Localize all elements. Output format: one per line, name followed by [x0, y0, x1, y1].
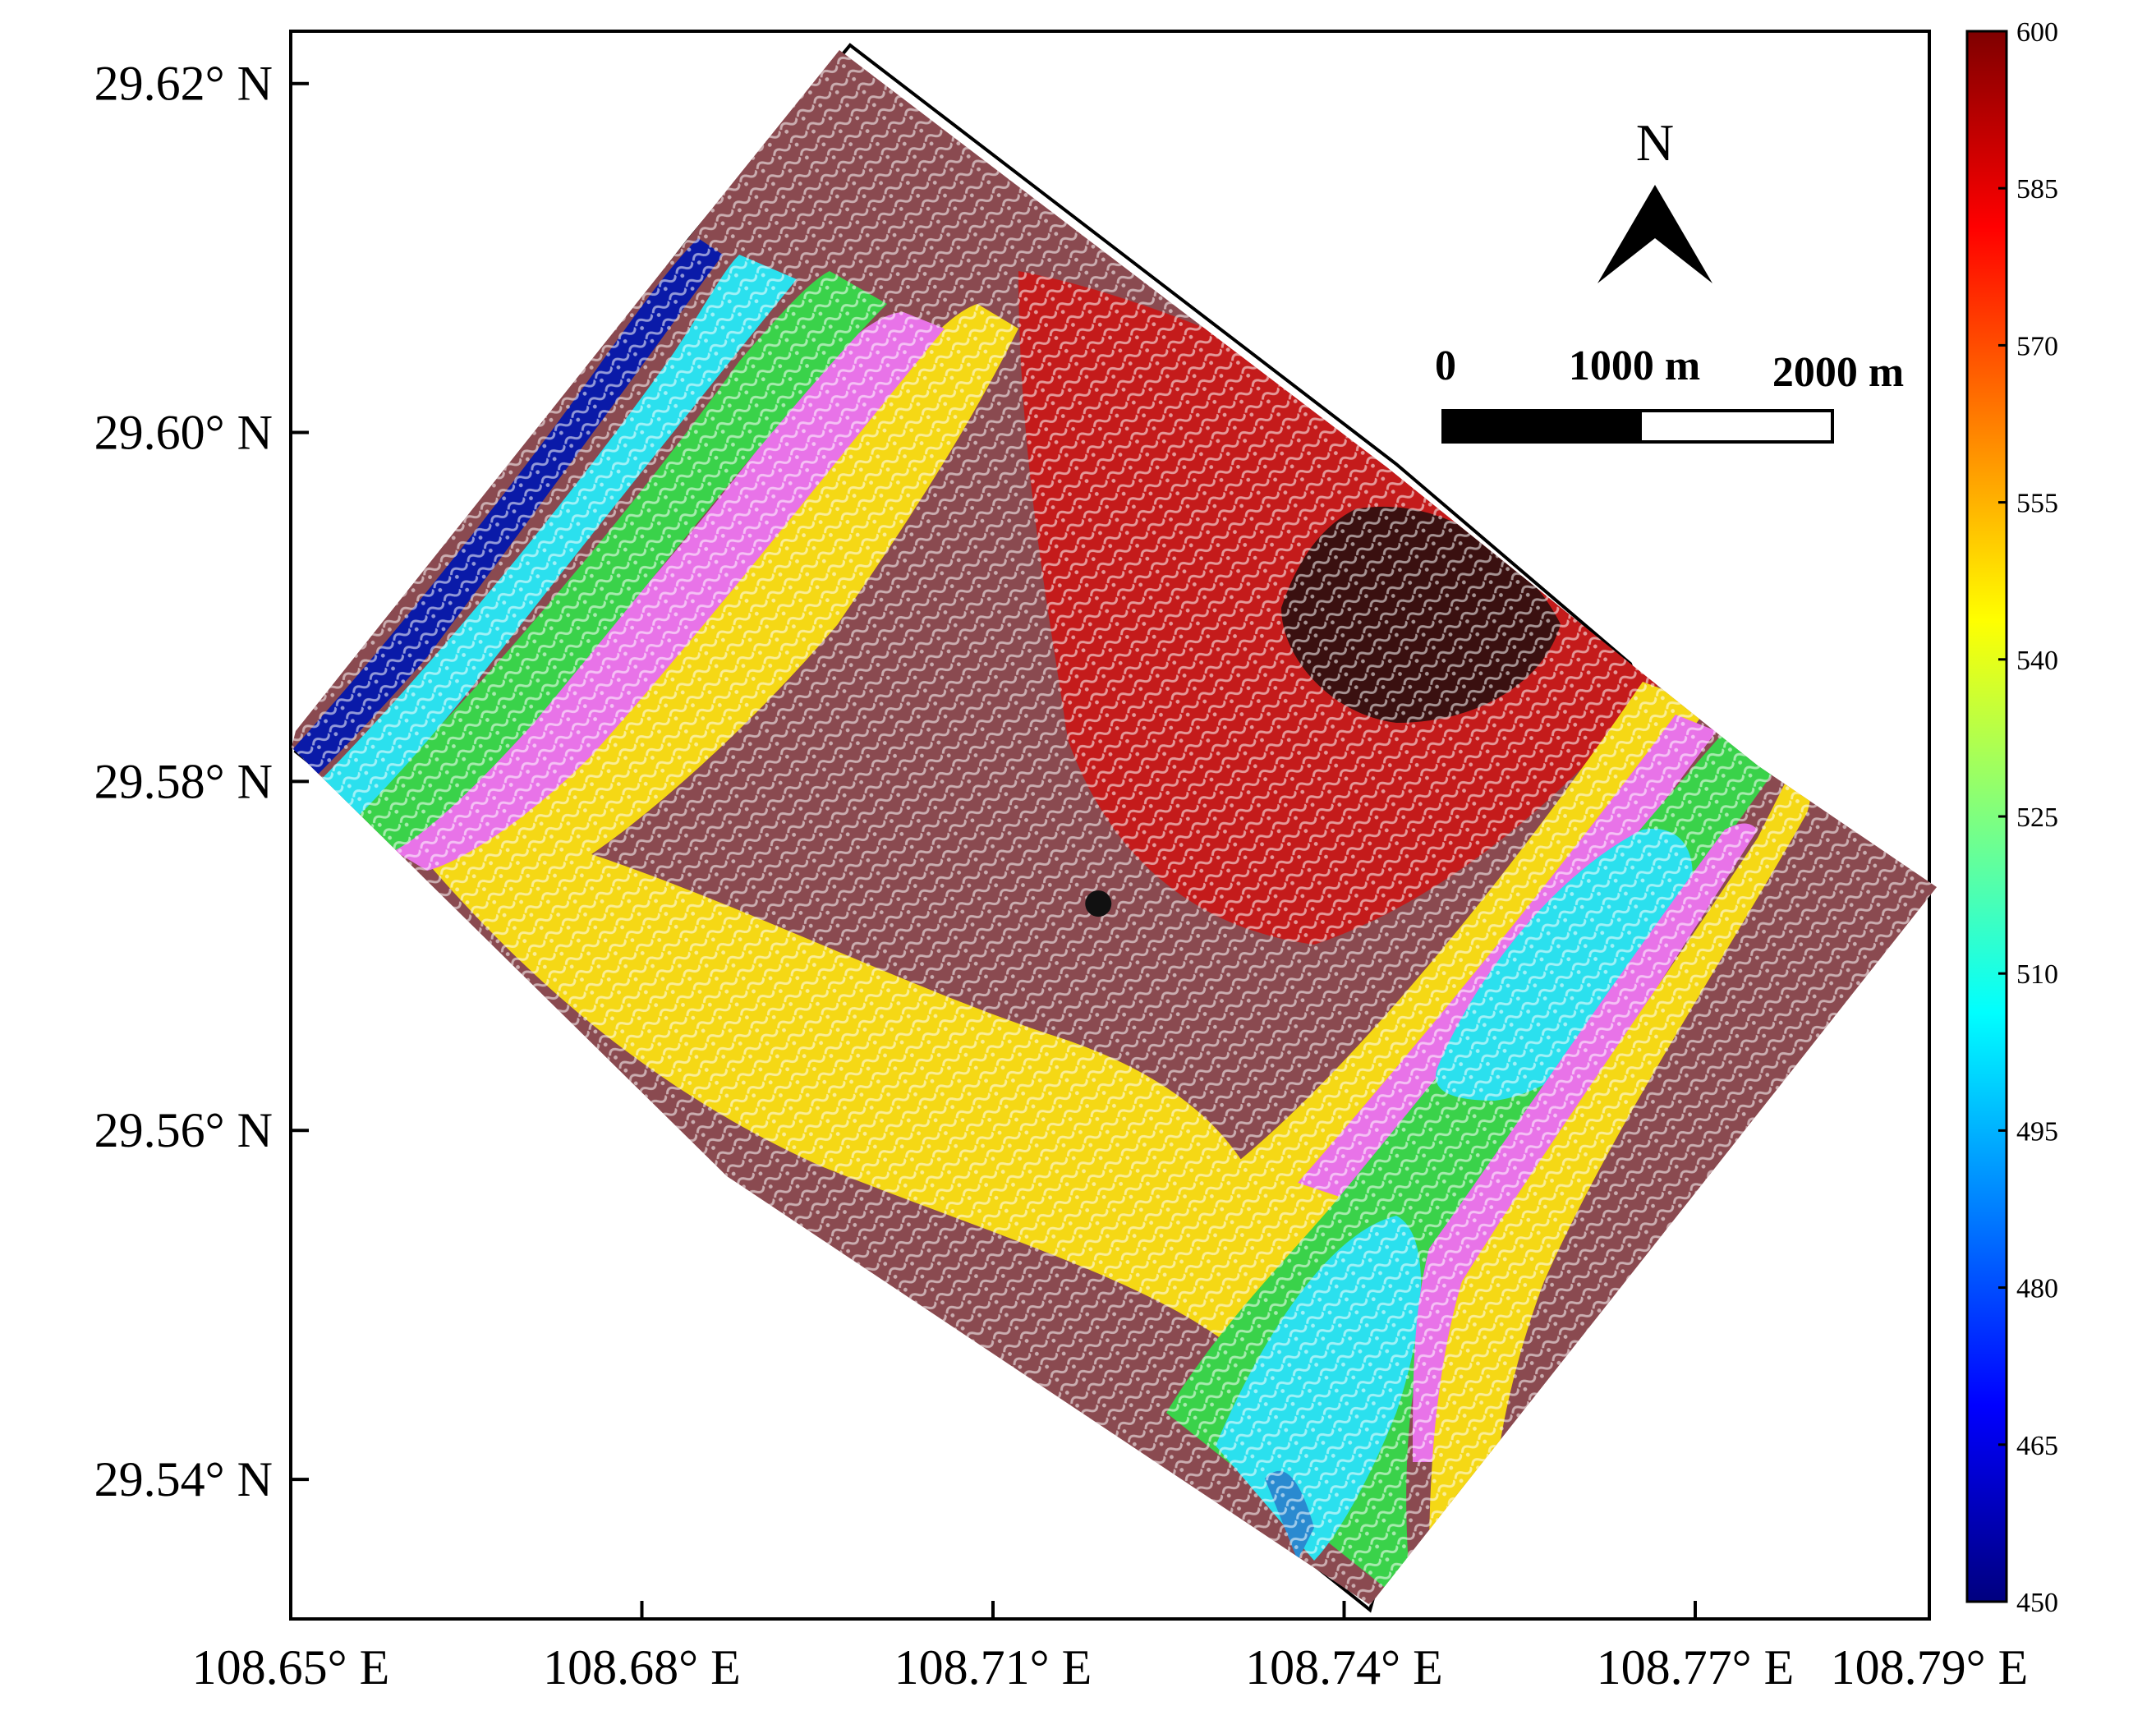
colorbar-tick-label: 495	[2016, 1116, 2058, 1147]
north-arrow-icon	[1597, 185, 1655, 283]
x-tick-label: 108.65° E	[192, 1640, 390, 1695]
colorbar-ticks: 600 585 570 555 540 525 510 495 480 465 450	[1998, 17, 2058, 1618]
y-tick-label: 29.56° N	[94, 1103, 273, 1157]
colorbar-tick-label: 510	[2016, 959, 2058, 990]
y-tick-label: 29.60° N	[94, 406, 273, 460]
colorbar-tick-label: 555	[2016, 489, 2058, 519]
y-axis-ticks: 29.62° N 29.60° N 29.58° N 29.56° N 29.54° N	[94, 57, 309, 1506]
y-tick-label: 29.54° N	[94, 1452, 273, 1506]
north-arrow-label: N	[1636, 113, 1674, 172]
north-arrow: N	[1597, 113, 1712, 283]
colorbar: 600 585 570 555 540 525 510 495 480 465 450	[1965, 17, 2058, 1618]
x-tick-label: 108.71° E	[894, 1640, 1092, 1695]
scale-bar-black	[1443, 411, 1640, 442]
colorbar-tick-label: 540	[2016, 646, 2058, 676]
colorbar-tick-label: 465	[2016, 1431, 2058, 1461]
scale-bar: 0 1000 m 2000 m	[1435, 343, 1904, 444]
colorbar-tick-label: 480	[2016, 1274, 2058, 1304]
y-tick-label: 29.62° N	[94, 57, 273, 111]
x-tick-label: 108.68° E	[543, 1640, 741, 1695]
north-arrow-icon-right	[1655, 185, 1712, 283]
colorbar-tick-label: 600	[2016, 17, 2058, 48]
scale-bar-frame	[1441, 409, 1834, 444]
x-tick-label: 108.79° E	[1831, 1640, 2029, 1695]
scale-bar-label-2000: 2000 m	[1772, 349, 1904, 396]
monitoring-point-marker	[1085, 890, 1112, 917]
scale-bar-label-0: 0	[1435, 343, 1456, 389]
colorbar-tick-label: 585	[2016, 174, 2058, 205]
scale-bar-white	[1639, 409, 1834, 444]
x-tick-label: 108.74° E	[1245, 1640, 1443, 1695]
colorbar-tick-label: 570	[2016, 331, 2058, 361]
scale-bar-label-1000: 1000 m	[1569, 343, 1700, 389]
colorbar-tick-label: 450	[2016, 1588, 2058, 1618]
y-tick-label: 29.58° N	[94, 754, 273, 808]
colorbar-tick-label: 525	[2016, 802, 2058, 833]
x-axis-ticks: 108.65° E 108.68° E 108.71° E 108.74° E 108.…	[192, 1601, 2029, 1695]
x-tick-label: 108.77° E	[1597, 1640, 1795, 1695]
